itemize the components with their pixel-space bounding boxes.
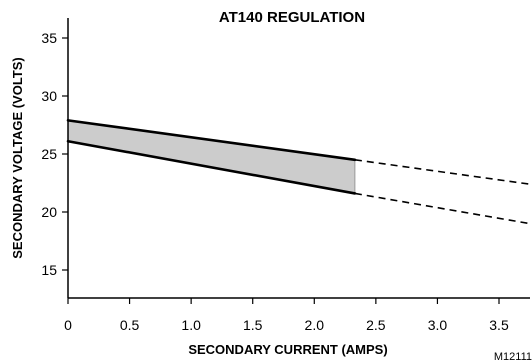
x-tick-label: 1.0 [181, 317, 201, 333]
x-tick-label: 3.0 [428, 317, 448, 333]
x-axis-label: SECONDARY CURRENT (AMPS) [188, 342, 387, 357]
regulation-band-fill [68, 120, 355, 194]
lower-limit-extrapolation [354, 192, 530, 225]
y-axis-label: SECONDARY VOLTAGE (VOLTS) [10, 57, 25, 259]
y-axis-ticks: 15 20 25 30 35 [41, 30, 68, 278]
chart-title: AT140 REGULATION [219, 9, 365, 26]
x-tick-label: 2.5 [366, 317, 386, 333]
upper-limit-line [66, 119, 357, 162]
upper-limit-extrapolation [354, 159, 530, 185]
y-tick-label: 20 [41, 204, 57, 220]
y-tick-label: 30 [41, 88, 57, 104]
x-tick-label: 1.5 [243, 317, 263, 333]
y-tick-label: 35 [41, 30, 57, 46]
y-tick-label: 15 [41, 262, 57, 278]
plot-area [66, 119, 530, 225]
x-tick-label: 0.5 [120, 317, 140, 333]
x-axis: 0 0.5 1.0 1.5 2.0 2.5 3.0 3.5 [64, 297, 530, 333]
x-tick-label: 0 [64, 317, 72, 333]
x-tick-label: 3.5 [489, 317, 509, 333]
y-tick-label: 25 [41, 146, 57, 162]
y-axis: 15 20 25 30 35 [41, 18, 69, 298]
x-axis-ticks: 0 0.5 1.0 1.5 2.0 2.5 3.0 3.5 [64, 298, 509, 333]
lower-limit-line [66, 139, 357, 195]
x-tick-label: 2.0 [305, 317, 325, 333]
figure-id: M12111 [494, 351, 532, 362]
